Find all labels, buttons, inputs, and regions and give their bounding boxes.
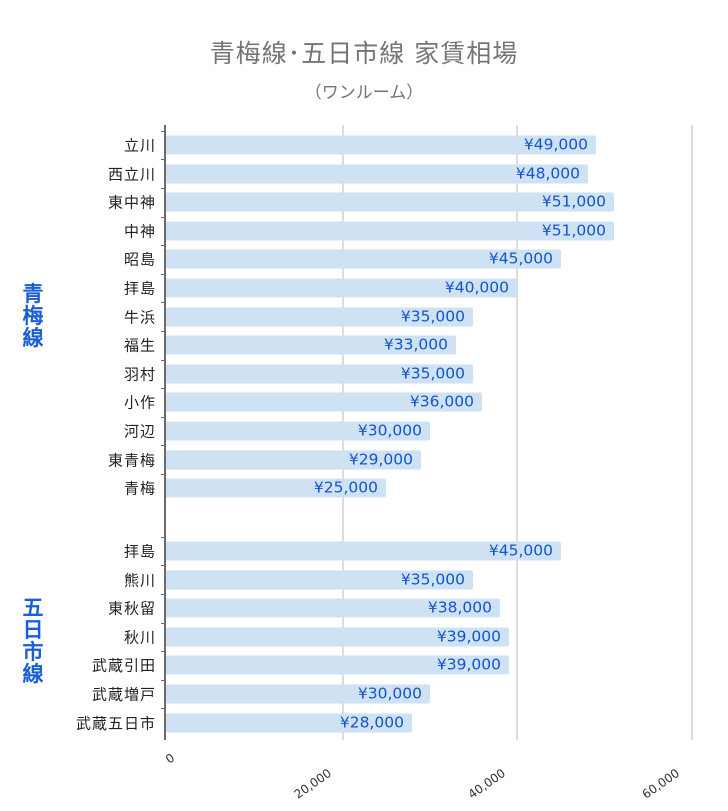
y-axis-tick — [161, 273, 165, 275]
station-label: 武蔵五日市 — [75, 714, 156, 733]
bar-value-label: ¥35,000 — [400, 364, 465, 383]
group-label-char: 青 — [22, 282, 44, 306]
bar[interactable]: ¥38,000 — [166, 598, 500, 618]
y-axis-tick — [161, 187, 165, 189]
station-label: 東中神 — [107, 193, 156, 212]
y-axis-tick — [161, 679, 165, 681]
y-axis-tick — [161, 359, 165, 361]
station-label: 熊川 — [123, 571, 156, 590]
bar-value-label: ¥35,000 — [400, 570, 465, 589]
bar-value-label: ¥49,000 — [523, 135, 588, 154]
bar-value-label: ¥51,000 — [541, 221, 606, 240]
station-label: 武蔵増戸 — [91, 685, 156, 704]
y-axis-tick — [161, 593, 165, 595]
bar-value-label: ¥38,000 — [427, 598, 492, 617]
bar[interactable]: ¥28,000 — [166, 713, 412, 733]
x-tick-label-40000: 40,000 — [465, 766, 509, 802]
y-axis-line — [164, 125, 166, 740]
y-axis-tick — [161, 216, 165, 218]
group-label-char: 市 — [22, 640, 44, 664]
bar[interactable]: ¥35,000 — [166, 570, 473, 590]
bar-value-label: ¥45,000 — [488, 249, 553, 268]
bar[interactable]: ¥35,000 — [166, 307, 473, 327]
bar-value-label: ¥51,000 — [541, 192, 606, 211]
station-label: 小作 — [123, 393, 156, 412]
y-axis-tick — [161, 473, 165, 475]
gridline-60000 — [691, 125, 693, 740]
bar[interactable]: ¥25,000 — [166, 478, 386, 498]
bar[interactable]: ¥30,000 — [166, 684, 430, 704]
y-axis-tick — [161, 445, 165, 447]
group-label-char: 梅 — [22, 304, 44, 328]
bar-value-label: ¥30,000 — [357, 684, 422, 703]
station-label: 立川 — [123, 136, 156, 155]
bar[interactable]: ¥45,000 — [166, 541, 561, 561]
bar[interactable]: ¥33,000 — [166, 335, 456, 355]
bar[interactable]: ¥30,000 — [166, 421, 430, 441]
x-tick-label-20000: 20,000 — [291, 766, 335, 802]
bar[interactable]: ¥45,000 — [166, 249, 561, 269]
station-label: 拝島 — [123, 542, 156, 561]
bar[interactable]: ¥39,000 — [166, 655, 509, 675]
station-label: 拝島 — [123, 279, 156, 298]
bar-value-label: ¥25,000 — [313, 478, 378, 497]
station-label: 西立川 — [107, 165, 156, 184]
bar-value-label: ¥40,000 — [444, 278, 509, 297]
station-label: 武蔵引田 — [91, 656, 156, 675]
y-axis-tick — [161, 565, 165, 567]
x-tick-label-0: 0 — [163, 750, 178, 767]
y-axis-tick — [161, 302, 165, 304]
y-axis-tick — [161, 708, 165, 710]
bar[interactable]: ¥51,000 — [166, 192, 614, 212]
y-axis-tick — [161, 536, 165, 538]
y-axis-tick — [161, 416, 165, 418]
bar-value-label: ¥30,000 — [357, 421, 422, 440]
station-label: 羽村 — [123, 365, 156, 384]
bar-value-label: ¥33,000 — [383, 335, 448, 354]
group-label-char: 線 — [22, 662, 44, 686]
bar[interactable]: ¥51,000 — [166, 221, 614, 241]
station-label: 青梅 — [123, 479, 156, 498]
station-label: 河辺 — [123, 422, 156, 441]
x-tick-label-60000: 60,000 — [639, 766, 683, 802]
bar[interactable]: ¥39,000 — [166, 627, 509, 647]
station-label: 昭島 — [123, 250, 156, 269]
station-label: 東秋留 — [107, 599, 156, 618]
y-axis-tick — [161, 330, 165, 332]
bar-value-label: ¥29,000 — [348, 450, 413, 469]
bar-value-label: ¥48,000 — [515, 164, 580, 183]
y-axis-tick — [161, 622, 165, 624]
bar-value-label: ¥39,000 — [436, 655, 501, 674]
group-label-char: 日 — [22, 618, 44, 642]
bar[interactable]: ¥48,000 — [166, 164, 588, 184]
bar[interactable]: ¥40,000 — [166, 278, 517, 298]
station-label: 秋川 — [123, 628, 156, 647]
y-axis-tick — [161, 651, 165, 653]
station-label: 中神 — [123, 222, 156, 241]
y-axis-tick — [161, 130, 165, 132]
chart-title: 青梅線･五日市線 家賃相場 — [209, 39, 519, 68]
bar-value-label: ¥36,000 — [409, 392, 474, 411]
y-axis-tick — [161, 159, 165, 161]
chart-subtitle: （ワンルーム） — [304, 83, 424, 103]
group-label-ome-line: 青梅線 — [20, 283, 46, 349]
group-label-itsukaichi-line: 五日市線 — [20, 597, 46, 685]
group-label-char: 線 — [22, 326, 44, 350]
group-label-char: 五 — [22, 596, 44, 620]
y-axis-tick — [161, 388, 165, 390]
gridline-40000 — [516, 125, 518, 740]
y-axis-tick — [161, 245, 165, 247]
bar-value-label: ¥39,000 — [436, 627, 501, 646]
bar[interactable]: ¥49,000 — [166, 135, 596, 155]
bar[interactable]: ¥35,000 — [166, 364, 473, 384]
bar[interactable]: ¥29,000 — [166, 450, 421, 470]
bar-value-label: ¥45,000 — [488, 541, 553, 560]
station-label: 東青梅 — [107, 451, 156, 470]
bar[interactable]: ¥36,000 — [166, 392, 482, 412]
bar-value-label: ¥35,000 — [400, 307, 465, 326]
bar-value-label: ¥28,000 — [339, 713, 404, 732]
station-label: 牛浜 — [123, 308, 156, 327]
station-label: 福生 — [123, 336, 156, 355]
